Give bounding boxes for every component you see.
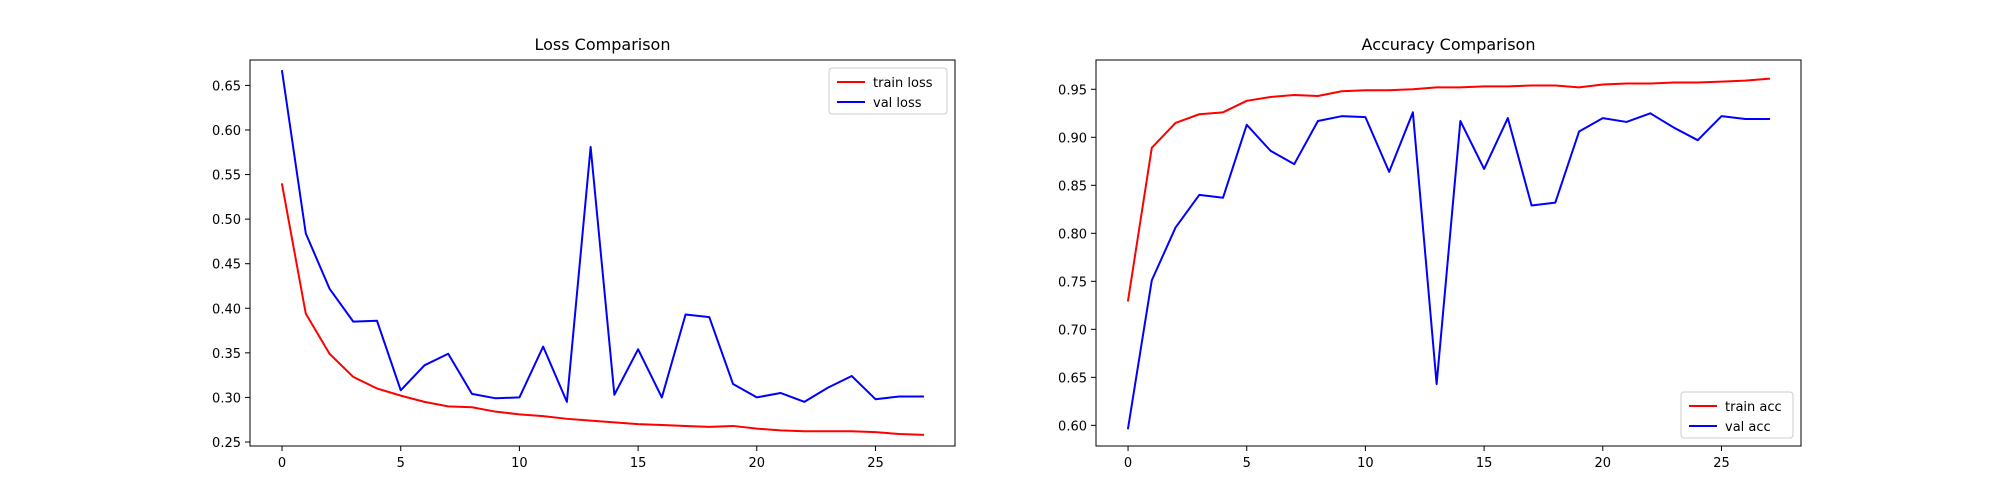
- x-tick-label: 20: [749, 456, 766, 471]
- y-tick-label: 0.30: [212, 391, 241, 406]
- x-tick-label: 10: [1357, 456, 1374, 471]
- y-tick-label: 0.60: [1058, 419, 1087, 434]
- plot-frame: [1095, 59, 1802, 447]
- x-tick-label: 25: [1713, 456, 1730, 471]
- legend-label: train loss: [873, 76, 933, 91]
- x-tick-label: 5: [1243, 456, 1251, 471]
- x-tick-label: 5: [397, 456, 405, 471]
- y-tick-label: 0.90: [1058, 131, 1087, 146]
- y-tick-label: 0.65: [1058, 371, 1087, 386]
- y-tick-label: 0.80: [1058, 227, 1087, 242]
- x-tick-label: 0: [1124, 456, 1132, 471]
- legend-label: train acc: [1725, 400, 1782, 415]
- series-line: [280, 70, 924, 403]
- x-tick-label: 15: [1476, 456, 1493, 471]
- chart-title: Accuracy Comparison: [1362, 35, 1536, 54]
- y-tick-label: 0.85: [1058, 179, 1087, 194]
- x-tick-label: 20: [1595, 456, 1612, 471]
- plot-frame: [249, 59, 956, 447]
- y-tick-label: 0.55: [212, 169, 241, 184]
- legend-label: val acc: [1725, 420, 1771, 435]
- x-tick-label: 25: [867, 456, 884, 471]
- chart-1: Loss Comparison 0 5 10 15 20 25 0.25 0.30 0.35 0.4…: [212, 35, 956, 471]
- y-tick-label: 0.75: [1058, 275, 1087, 290]
- legend-label: val loss: [873, 96, 922, 111]
- y-tick-label: 0.35: [212, 347, 241, 362]
- legend: train acc val acc: [1680, 391, 1794, 439]
- x-tick-label: 10: [511, 456, 528, 471]
- y-tick-label: 0.70: [1058, 323, 1087, 338]
- y-tick-label: 0.50: [212, 213, 241, 228]
- y-tick-label: 0.45: [212, 258, 241, 273]
- y-tick-label: 0.40: [212, 302, 241, 317]
- series-line: [1126, 77, 1771, 302]
- chart-title: Loss Comparison: [535, 35, 671, 54]
- y-tick-label: 0.95: [1058, 83, 1087, 98]
- x-tick-label: 0: [278, 456, 286, 471]
- x-tick-label: 15: [630, 456, 647, 471]
- chart-2: Accuracy Comparison 0 5 10 15 20 25 0.60 0.65 0.7…: [1058, 35, 1802, 471]
- y-tick-label: 0.60: [212, 124, 241, 139]
- y-tick-label: 0.25: [212, 436, 241, 451]
- series-line: [280, 183, 924, 436]
- series-line: [1126, 111, 1770, 430]
- y-tick-label: 0.65: [212, 79, 241, 94]
- legend: train loss val loss: [828, 67, 948, 115]
